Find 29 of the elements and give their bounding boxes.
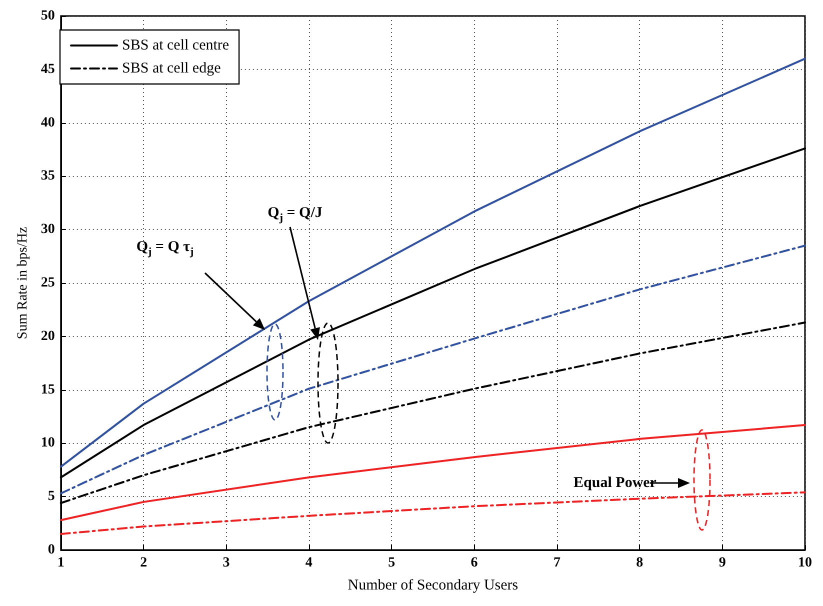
line-series (60, 424, 806, 522)
x-tick-label: 1 (57, 556, 64, 570)
x-tick-label: 7 (553, 556, 560, 570)
y-tick-label: 35 (40, 168, 55, 184)
annotation: Equal Power (574, 475, 657, 491)
x-tick-label: 4 (305, 556, 312, 570)
x-tick-label: 9 (718, 556, 726, 570)
legend-label: SBS at cell edge (122, 60, 222, 76)
y-axis-title: Sum Rate in bps/Hz (16, 226, 30, 340)
x-tick-label: 5 (388, 556, 396, 570)
y-tick-label: 5 (48, 489, 55, 504)
y-tick-label: 15 (40, 382, 55, 398)
y-tick-label: 30 (40, 222, 55, 238)
y-tick-label: 0 (48, 542, 55, 558)
x-tick-label: 10 (798, 556, 812, 570)
y-tick-label: 20 (40, 328, 55, 344)
x-tick-label: 6 (470, 556, 478, 570)
x-tick-label: 2 (140, 556, 148, 570)
legend-label: SBS at cell centre (122, 38, 230, 54)
y-tick-label: 25 (40, 276, 55, 290)
line-series (60, 58, 806, 468)
line-series (60, 491, 806, 535)
y-tick-label: 50 (40, 8, 55, 24)
x-axis-title: Number of Secondary Users (348, 578, 518, 594)
x-tick-label: 3 (222, 556, 230, 570)
y-tick-label: 40 (40, 115, 55, 130)
y-tick-label: 45 (40, 62, 55, 77)
y-tick-label: 10 (40, 436, 55, 451)
x-tick-label: 8 (636, 556, 644, 570)
